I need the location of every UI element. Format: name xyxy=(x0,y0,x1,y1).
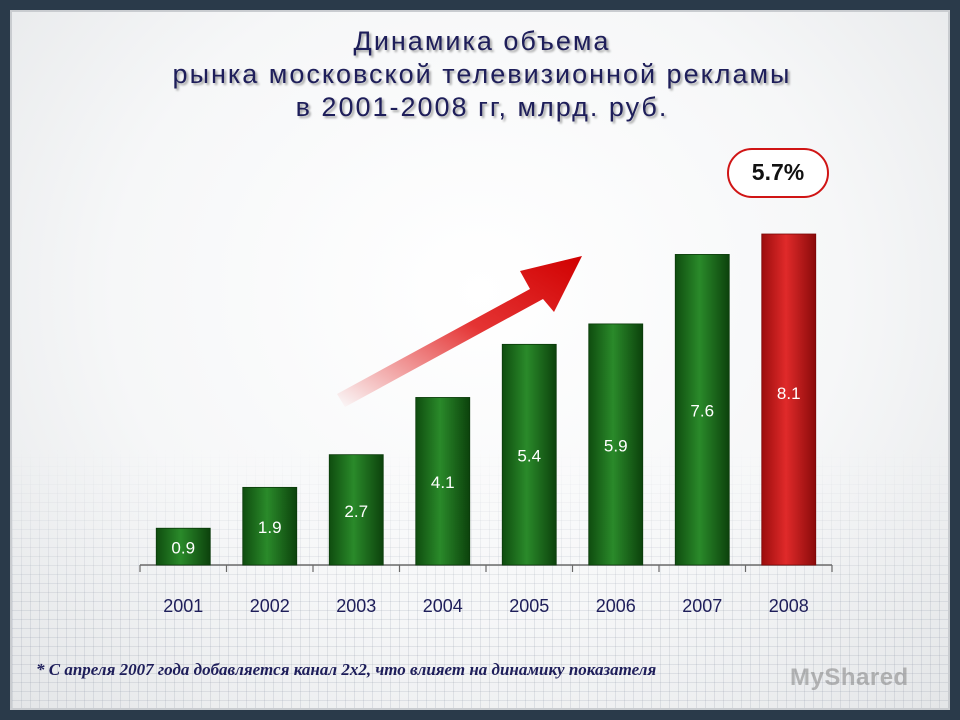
data-label-2002: 1.9 xyxy=(258,518,282,537)
bar-2001 xyxy=(155,527,211,566)
data-label-2008: 8.1 xyxy=(777,384,801,403)
data-label-2005: 5.4 xyxy=(517,447,541,466)
growth-arrow xyxy=(337,256,582,407)
title-line-2: рынка московской телевизионной рекламы xyxy=(172,59,792,89)
data-label-2007: 7.6 xyxy=(690,402,714,421)
title-line-3: в 2001-2008 гг, млрд. руб. xyxy=(295,92,669,122)
x-tick-label-2008: 2008 xyxy=(769,596,809,616)
watermark: MyShared xyxy=(790,664,909,691)
bar-2006 xyxy=(588,323,644,566)
bar-2003 xyxy=(328,454,384,566)
slide: Динамика объема рынка московской телевиз… xyxy=(10,10,950,710)
data-label-2004: 4.1 xyxy=(431,473,455,492)
x-tick-label-2005: 2005 xyxy=(509,596,549,616)
x-tick-label-2003: 2003 xyxy=(336,596,376,616)
footnote: * С апреля 2007 года добавляется канал 2… xyxy=(36,660,657,679)
bar-2004 xyxy=(415,397,471,566)
x-tick-label-2007: 2007 xyxy=(682,596,722,616)
bar-chart: 2001 2002 2003 2004 2005 2006 2007 2008 0.9 1.9 2… xyxy=(139,233,833,616)
bar-2007 xyxy=(674,254,730,566)
data-label-2006: 5.9 xyxy=(604,436,628,455)
title-line-1: Динамика объема xyxy=(353,26,611,56)
data-label-2003: 2.7 xyxy=(344,502,368,521)
bar-2005 xyxy=(501,343,557,566)
bar-2008 xyxy=(761,233,817,566)
x-tick-label-2001: 2001 xyxy=(163,596,203,616)
data-label-2001: 0.9 xyxy=(171,539,195,558)
bar-2002 xyxy=(242,486,298,566)
x-tick-label-2002: 2002 xyxy=(250,596,290,616)
x-tick-label-2004: 2004 xyxy=(423,596,463,616)
x-tick-label-2006: 2006 xyxy=(596,596,636,616)
growth-badge: 5.7% xyxy=(727,148,829,198)
